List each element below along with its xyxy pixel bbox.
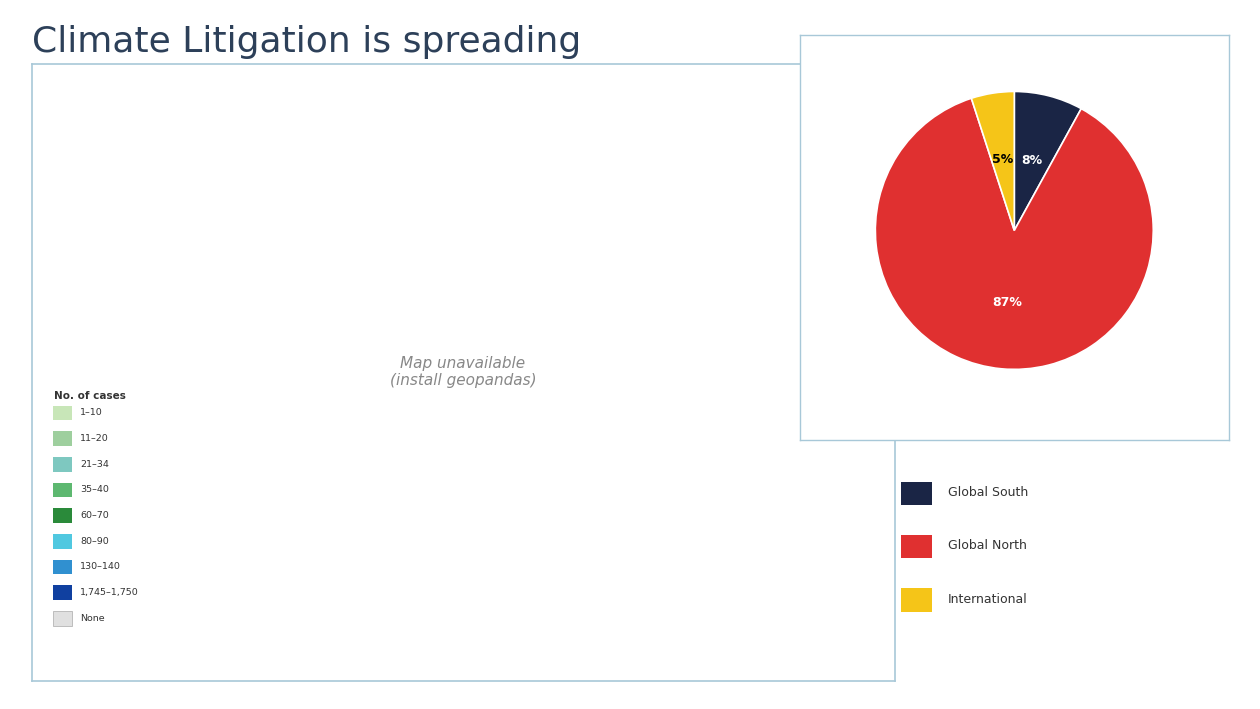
- Text: 11–20: 11–20: [79, 434, 108, 443]
- Bar: [53, 483, 72, 498]
- Text: Map unavailable
(install geopandas): Map unavailable (install geopandas): [389, 356, 537, 389]
- Bar: [53, 508, 72, 523]
- Bar: [53, 457, 72, 471]
- Bar: [901, 588, 932, 611]
- Text: 8%: 8%: [1022, 154, 1043, 167]
- Text: No. of cases: No. of cases: [54, 391, 126, 401]
- Bar: [901, 535, 932, 559]
- Bar: [53, 559, 72, 574]
- Text: None: None: [79, 613, 105, 623]
- Bar: [53, 585, 72, 600]
- Text: 130–140: 130–140: [79, 562, 121, 571]
- Text: 21–34: 21–34: [79, 459, 108, 469]
- Text: Global South: Global South: [948, 486, 1028, 499]
- Bar: [53, 534, 72, 549]
- Wedge shape: [1014, 91, 1081, 230]
- Text: Climate Litigation is spreading: Climate Litigation is spreading: [32, 25, 581, 59]
- Text: 1,745–1,750: 1,745–1,750: [79, 588, 139, 597]
- Text: 35–40: 35–40: [79, 486, 108, 494]
- Bar: [53, 611, 72, 625]
- Text: Global North: Global North: [948, 540, 1027, 552]
- Wedge shape: [971, 91, 1014, 230]
- Text: 80–90: 80–90: [79, 537, 108, 546]
- Bar: [53, 406, 72, 420]
- Bar: [53, 431, 72, 446]
- Wedge shape: [876, 99, 1153, 369]
- Text: 5%: 5%: [993, 152, 1013, 166]
- Text: 60–70: 60–70: [79, 511, 108, 520]
- Text: 1–10: 1–10: [79, 408, 102, 418]
- Bar: [901, 482, 932, 505]
- Text: International: International: [948, 593, 1028, 605]
- Text: 87%: 87%: [993, 296, 1022, 309]
